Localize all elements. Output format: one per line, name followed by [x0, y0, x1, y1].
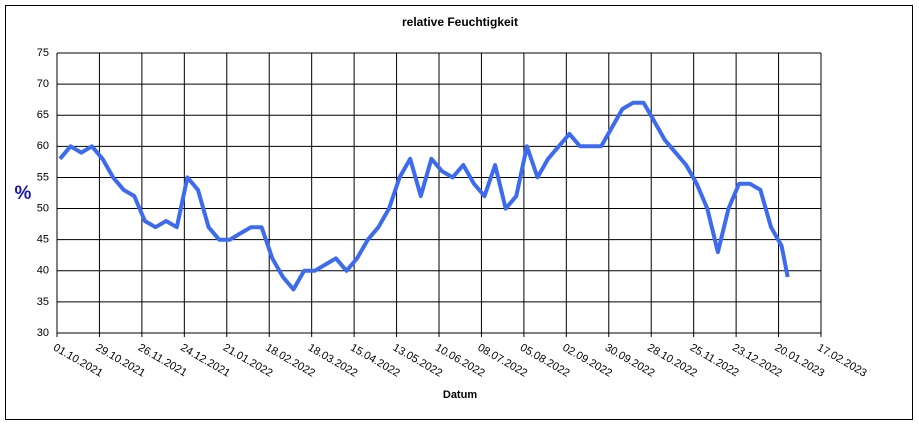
y-tick-label: 65	[37, 109, 49, 121]
x-axis-label: Datum	[443, 389, 477, 401]
y-tick-label: 75	[37, 47, 49, 59]
y-tick-label: 70	[37, 78, 49, 90]
y-axis-label: %	[15, 183, 32, 204]
y-tick-label: 30	[37, 327, 49, 339]
y-tick-label: 40	[37, 265, 49, 277]
data-line	[58, 100, 790, 292]
y-tick-label: 60	[37, 140, 49, 152]
y-tick-label: 45	[37, 234, 49, 246]
chart-title: relative Feuchtigkeit	[402, 15, 518, 29]
y-tick-label: 35	[37, 296, 49, 308]
y-tick-label: 55	[37, 171, 49, 183]
y-tick-label: 50	[37, 202, 49, 214]
chart-border	[5, 5, 913, 420]
